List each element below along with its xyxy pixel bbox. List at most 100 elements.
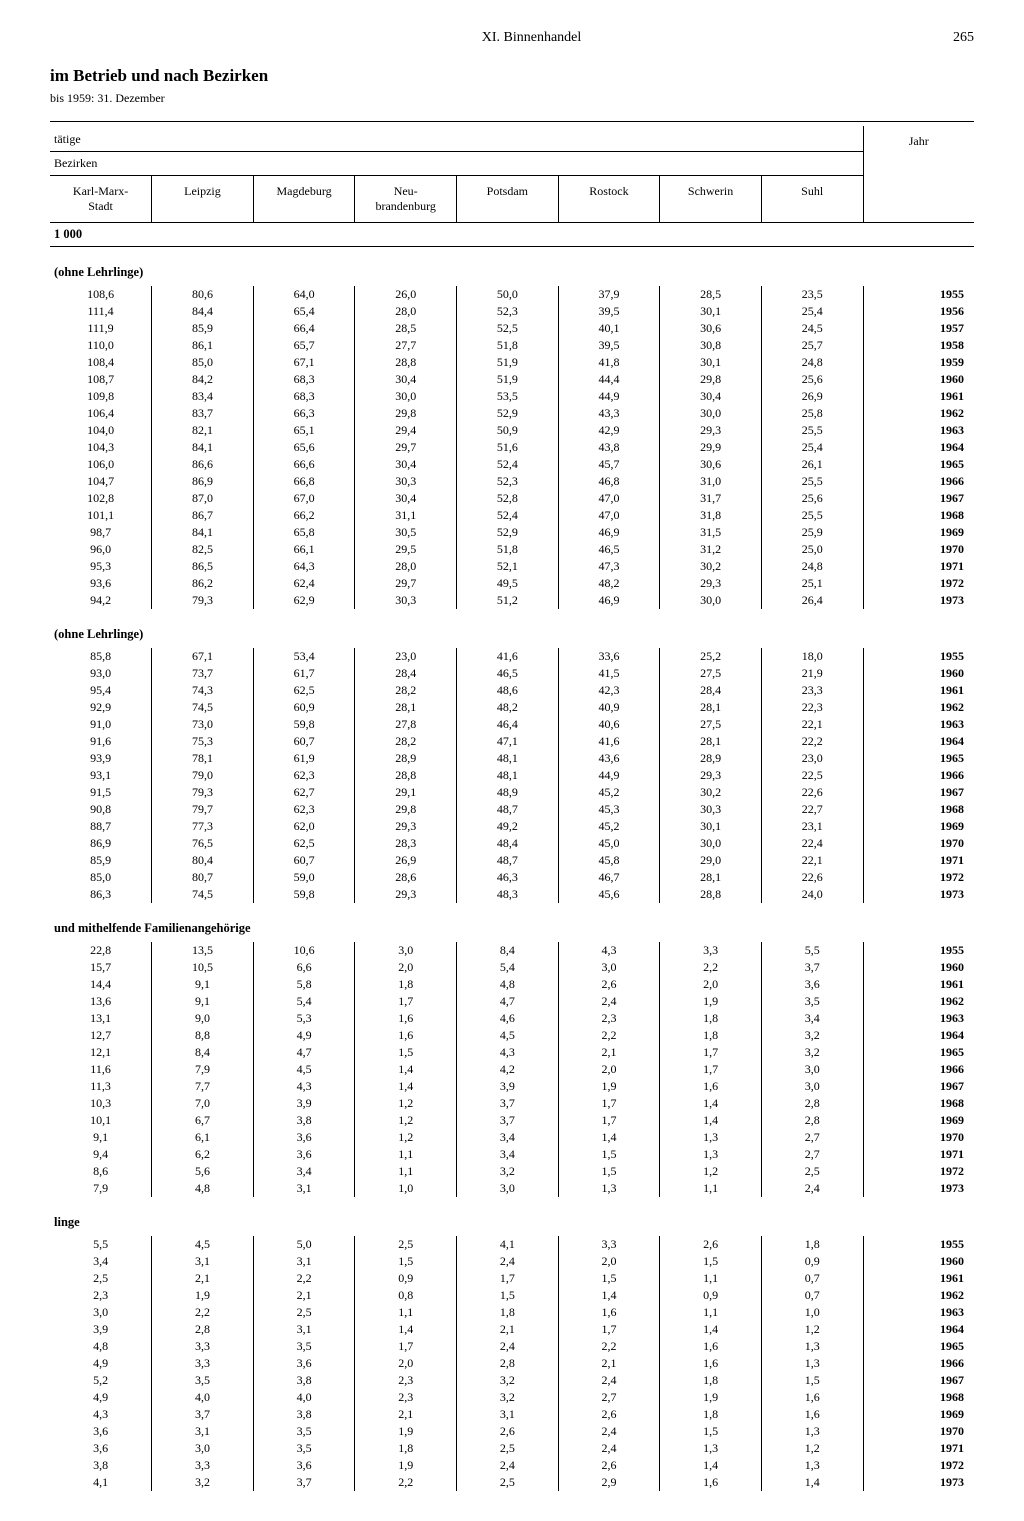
data-cell: 92,9 — [50, 699, 152, 716]
data-cell: 2,4 — [457, 1253, 559, 1270]
data-cell: 46,3 — [457, 869, 559, 886]
data-cell: 30,0 — [355, 388, 457, 405]
data-cell: 1,9 — [152, 1287, 254, 1304]
data-cell: 52,3 — [457, 473, 559, 490]
table-row: 91,579,362,729,148,945,230,222,61967 — [50, 784, 974, 801]
data-cell: 28,5 — [355, 320, 457, 337]
data-cell: 2,7 — [761, 1146, 863, 1163]
year-cell: 1968 — [863, 1095, 974, 1112]
data-cell: 66,1 — [253, 541, 355, 558]
data-cell: 2,2 — [558, 1338, 660, 1355]
data-cell: 7,9 — [50, 1180, 152, 1197]
data-cell: 44,9 — [558, 767, 660, 784]
data-cell: 1,6 — [558, 1304, 660, 1321]
data-cell: 1,2 — [355, 1129, 457, 1146]
table-row: 4,83,33,51,72,42,21,61,31965 — [50, 1338, 974, 1355]
data-cell: 6,1 — [152, 1129, 254, 1146]
data-cell: 1,7 — [457, 1270, 559, 1287]
table-row: 91,073,059,827,846,440,627,522,11963 — [50, 716, 974, 733]
data-cell: 59,0 — [253, 869, 355, 886]
data-cell: 74,5 — [152, 886, 254, 903]
data-cell: 67,1 — [253, 354, 355, 371]
data-cell: 31,2 — [660, 541, 762, 558]
data-cell: 3,6 — [253, 1129, 355, 1146]
data-cell: 74,5 — [152, 699, 254, 716]
table-row: 102,887,067,030,452,847,031,725,61967 — [50, 490, 974, 507]
data-cell: 73,0 — [152, 716, 254, 733]
data-cell: 28,9 — [660, 750, 762, 767]
table-row: 101,186,766,231,152,447,031,825,51968 — [50, 507, 974, 524]
data-cell: 24,5 — [761, 320, 863, 337]
data-cell: 1,6 — [660, 1474, 762, 1491]
data-cell: 2,0 — [355, 1355, 457, 1372]
data-cell: 4,2 — [457, 1061, 559, 1078]
year-cell: 1972 — [863, 1163, 974, 1180]
data-cell: 79,3 — [152, 784, 254, 801]
data-cell: 1,1 — [355, 1163, 457, 1180]
table-row: 104,786,966,830,352,346,831,025,51966 — [50, 473, 974, 490]
year-cell: 1970 — [863, 1423, 974, 1440]
data-cell: 84,1 — [152, 439, 254, 456]
data-cell: 5,0 — [253, 1236, 355, 1253]
table-row: 95,474,362,528,248,642,328,423,31961 — [50, 682, 974, 699]
data-cell: 108,4 — [50, 354, 152, 371]
page-header: XI. Binnenhandel 265 — [50, 30, 974, 46]
data-cell: 66,3 — [253, 405, 355, 422]
data-cell: 3,7 — [253, 1474, 355, 1491]
data-cell: 3,5 — [253, 1338, 355, 1355]
data-cell: 2,1 — [355, 1406, 457, 1423]
year-cell: 1958 — [863, 337, 974, 354]
data-cell: 10,5 — [152, 959, 254, 976]
data-cell: 95,3 — [50, 558, 152, 575]
data-cell: 13,1 — [50, 1010, 152, 1027]
year-cell: 1965 — [863, 1338, 974, 1355]
data-cell: 3,7 — [457, 1112, 559, 1129]
data-cell: 83,4 — [152, 388, 254, 405]
data-cell: 30,0 — [660, 405, 762, 422]
data-cell: 29,3 — [660, 767, 762, 784]
data-cell: 2,2 — [355, 1474, 457, 1491]
data-cell: 7,0 — [152, 1095, 254, 1112]
data-cell: 23,0 — [761, 750, 863, 767]
data-cell: 3,2 — [457, 1163, 559, 1180]
data-cell: 4,5 — [152, 1236, 254, 1253]
data-cell: 30,2 — [660, 558, 762, 575]
table-row: 104,082,165,129,450,942,929,325,51963 — [50, 422, 974, 439]
data-cell: 1,2 — [761, 1321, 863, 1338]
data-cell: 3,4 — [761, 1010, 863, 1027]
data-cell: 1,4 — [355, 1078, 457, 1095]
year-cell: 1962 — [863, 1287, 974, 1304]
data-cell: 86,9 — [50, 835, 152, 852]
data-cell: 30,0 — [660, 835, 762, 852]
table-row: 86,374,559,829,348,345,628,824,01973 — [50, 886, 974, 903]
data-cell: 28,0 — [355, 303, 457, 320]
data-cell: 77,3 — [152, 818, 254, 835]
data-cell: 1,9 — [558, 1078, 660, 1095]
data-cell: 106,4 — [50, 405, 152, 422]
data-cell: 5,8 — [253, 976, 355, 993]
data-cell: 30,1 — [660, 818, 762, 835]
data-cell: 49,2 — [457, 818, 559, 835]
data-cell: 30,6 — [660, 456, 762, 473]
data-cell: 29,3 — [660, 575, 762, 592]
data-cell: 8,4 — [457, 942, 559, 959]
table-row: 111,484,465,428,052,339,530,125,41956 — [50, 303, 974, 320]
data-cell: 2,8 — [152, 1321, 254, 1338]
page-number: 265 — [953, 30, 974, 46]
data-cell: 2,0 — [558, 1061, 660, 1078]
data-cell: 31,1 — [355, 507, 457, 524]
data-cell: 22,5 — [761, 767, 863, 784]
data-cell: 1,5 — [558, 1270, 660, 1287]
data-cell: 22,6 — [761, 869, 863, 886]
data-cell: 3,6 — [50, 1440, 152, 1457]
data-cell: 84,1 — [152, 524, 254, 541]
data-cell: 39,5 — [558, 337, 660, 354]
data-cell: 62,7 — [253, 784, 355, 801]
data-cell: 1,4 — [660, 1095, 762, 1112]
table-row: 85,980,460,726,948,745,829,022,11971 — [50, 852, 974, 869]
data-cell: 10,3 — [50, 1095, 152, 1112]
year-cell: 1961 — [863, 976, 974, 993]
data-cell: 48,7 — [457, 801, 559, 818]
data-cell: 3,6 — [761, 976, 863, 993]
data-cell: 52,4 — [457, 507, 559, 524]
